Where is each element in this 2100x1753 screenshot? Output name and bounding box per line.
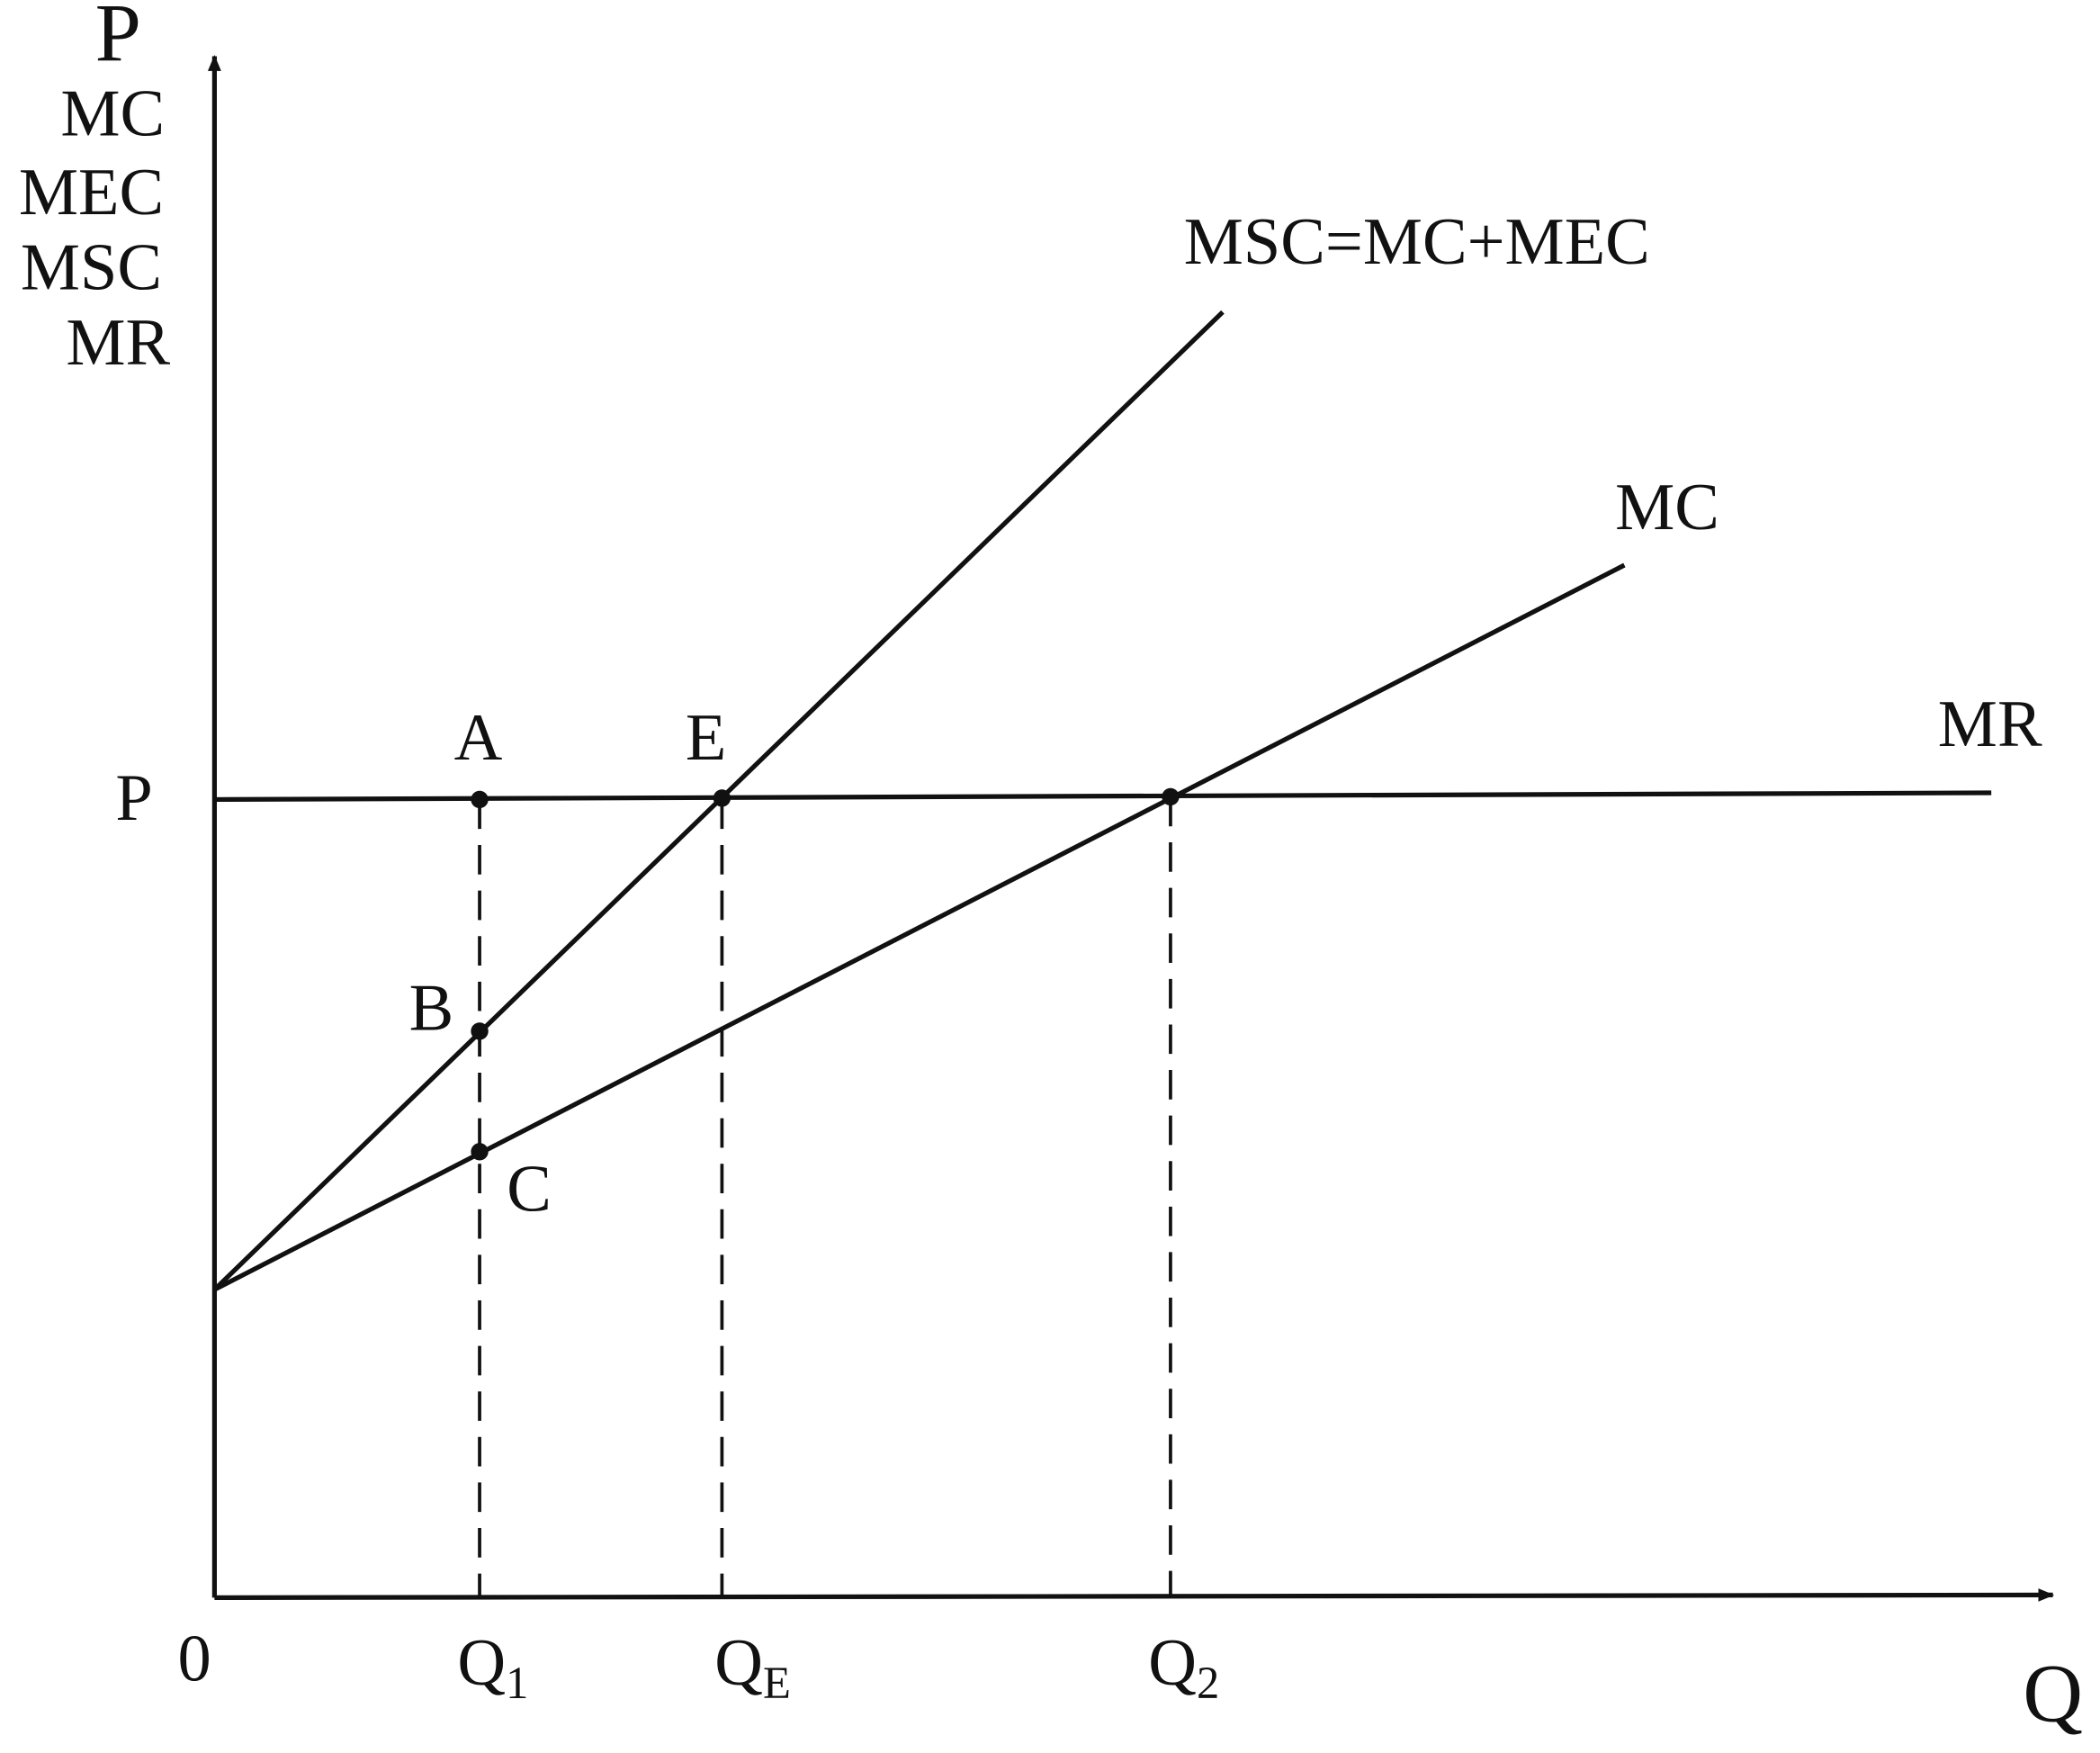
origin-label: 0: [177, 1623, 211, 1696]
point-label: A: [454, 701, 503, 775]
point-e: [713, 789, 731, 807]
point-label: E: [686, 701, 726, 775]
quantity-sub: 2: [1197, 1658, 1219, 1708]
quantity-sub: E: [763, 1658, 791, 1708]
quantity-label: Q1: [457, 1626, 528, 1708]
quantity-sub: 1: [506, 1658, 528, 1708]
quantity-main: Q: [714, 1626, 763, 1700]
point-label: C: [507, 1152, 552, 1226]
y-axis-label: MC: [60, 76, 165, 150]
point-c: [471, 1143, 489, 1161]
quantity-label: Q2: [1148, 1626, 1219, 1708]
point-q2: [1162, 787, 1180, 806]
y-axis-label: P: [95, 0, 141, 78]
mr-line: [214, 790, 1992, 803]
price-label: P: [115, 761, 152, 835]
quantity-label: QE: [714, 1626, 791, 1708]
y-axis-label: MEC: [19, 156, 164, 229]
mr-label: MR: [1938, 688, 2042, 761]
x-axis-label: Q: [2023, 1647, 2083, 1739]
mc-line: [213, 562, 1626, 1292]
quantity-main: Q: [1148, 1626, 1197, 1700]
quantity-main: Q: [457, 1626, 506, 1700]
mc-label: MC: [1615, 471, 1719, 544]
x-axis: [214, 1587, 2055, 1602]
point-label: B: [409, 971, 454, 1045]
y-axis-label: MR: [66, 306, 170, 380]
point-b: [471, 1022, 489, 1040]
msc-label: MSC=MC+MEC: [1184, 205, 1650, 279]
point-a: [471, 790, 489, 809]
y-axis-label: MSC: [21, 230, 162, 304]
